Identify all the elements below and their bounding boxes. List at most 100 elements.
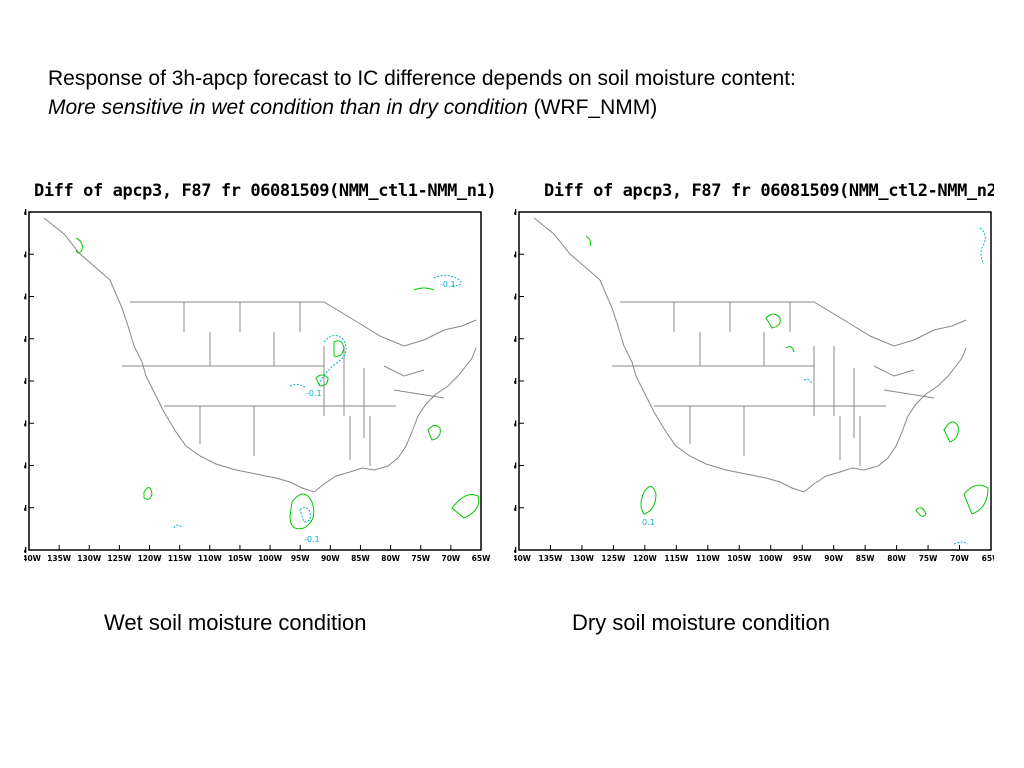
contour-layer: 0.1	[585, 227, 989, 545]
latitude-label: 50N	[24, 293, 27, 302]
latitude-label: 35N	[514, 419, 517, 428]
title-italic-text: More sensitive in wet condition than in …	[48, 96, 528, 119]
map-svg-wet: Diff of apcp3, F87 fr 06081509(NMM_ctl1-…	[24, 181, 497, 563]
latitude-label: 40N	[24, 377, 27, 386]
contour-positive	[427, 424, 441, 441]
latitude-label: 25N	[24, 504, 27, 513]
border-line	[130, 301, 477, 347]
border-line	[612, 365, 886, 456]
contour-positive	[413, 287, 435, 291]
longitude-label: 90W	[321, 554, 340, 563]
longitude-label: 95W	[291, 554, 310, 563]
latitude-label: 30N	[24, 462, 27, 471]
contour-negative	[803, 379, 813, 385]
contour-label: -0.1	[304, 535, 320, 544]
longitude-label: 115W	[168, 554, 193, 563]
contour-negative	[299, 506, 311, 523]
map-panel-wet: Diff of apcp3, F87 fr 06081509(NMM_ctl1-…	[24, 170, 504, 570]
longitude-label: 130W	[77, 554, 102, 563]
longitude-label: 135W	[47, 554, 72, 563]
contour-label: 0.1	[642, 518, 655, 527]
border-line	[183, 302, 325, 416]
map-svg-dry: Diff of apcp3, F87 fr 06081509(NMM_ctl2-…	[514, 181, 994, 563]
longitude-label: 85W	[351, 554, 370, 563]
longitude-label: 105W	[727, 554, 752, 563]
contour-negative	[433, 274, 462, 287]
border-line	[620, 301, 967, 347]
border-line	[673, 302, 815, 416]
title-line-1: Response of 3h-apcp forecast to IC diffe…	[48, 67, 796, 90]
longitude-label: 80W	[381, 554, 400, 563]
longitude-label: 105W	[228, 554, 253, 563]
map-frame	[518, 211, 992, 551]
slide-title: Response of 3h-apcp forecast to IC diffe…	[48, 64, 1008, 122]
contour-positive	[765, 313, 781, 329]
longitude-label: 65W	[982, 554, 994, 563]
contour-positive	[785, 346, 795, 353]
latitude-label: 60N	[514, 208, 517, 217]
longitude-label: 100W	[759, 554, 784, 563]
latitude-label: 40N	[514, 377, 517, 386]
contour-positive	[915, 507, 927, 517]
latitude-label: 55N	[24, 250, 27, 259]
state-borders	[43, 217, 477, 493]
longitude-label: 110W	[198, 554, 223, 563]
longitude-label: 130W	[570, 554, 595, 563]
border-line	[43, 217, 477, 493]
border-line	[343, 346, 445, 466]
map-title: Diff of apcp3, F87 fr 06081509(NMM_ctl2-…	[544, 181, 994, 201]
contour-negative	[953, 541, 969, 545]
contour-positive	[289, 493, 315, 530]
longitude-label: 120W	[138, 554, 163, 563]
border-line	[533, 217, 967, 493]
latitude-label: 50N	[514, 293, 517, 302]
title-suffix: (WRF_NMM)	[527, 96, 658, 119]
contour-positive	[333, 340, 345, 357]
longitude-label: 95W	[793, 554, 812, 563]
state-borders	[533, 217, 967, 493]
latitude-label: 35N	[24, 419, 27, 428]
latitude-label: 30N	[514, 462, 517, 471]
longitude-label: 90W	[824, 554, 843, 563]
contour-positive	[315, 374, 329, 387]
contour-label: -0.1	[306, 389, 322, 398]
longitude-label: 115W	[664, 554, 689, 563]
latitude-label: 55N	[514, 250, 517, 259]
caption-wet: Wet soil moisture condition	[104, 610, 367, 635]
contour-layer: -0.1 -0.1 -0.1	[75, 237, 480, 544]
contour-positive	[963, 484, 989, 515]
title-line-2: More sensitive in wet condition than in …	[48, 93, 1008, 122]
longitude-label: 110W	[696, 554, 721, 563]
latitude-label: 60N	[24, 208, 27, 217]
longitude-label: 100W	[258, 554, 283, 563]
contour-negative	[289, 383, 307, 389]
longitude-label: 70W	[442, 554, 461, 563]
contour-positive	[75, 237, 83, 254]
longitude-label: 75W	[919, 554, 938, 563]
contour-positive	[640, 486, 657, 515]
longitude-label: 135W	[538, 554, 563, 563]
latitude-label: 20N	[514, 546, 517, 555]
longitude-label: 125W	[601, 554, 626, 563]
contour-positive	[143, 487, 153, 500]
contour-negative	[173, 524, 183, 529]
longitude-label: 85W	[856, 554, 875, 563]
border-line	[833, 346, 935, 466]
map-panel-dry: Diff of apcp3, F87 fr 06081509(NMM_ctl2-…	[514, 170, 994, 570]
latitude-label: 45N	[24, 335, 27, 344]
contour-positive	[943, 421, 959, 443]
longitude-label: 70W	[950, 554, 969, 563]
longitude-label: 80W	[887, 554, 906, 563]
longitude-label: 120W	[633, 554, 658, 563]
contour-positive	[585, 235, 591, 247]
latitude-labels: 60N 55N 50N 45N 40N 35N 30N 25N 20N	[24, 208, 34, 555]
map-frame	[28, 211, 482, 551]
map-title: Diff of apcp3, F87 fr 06081509(NMM_ctl1-…	[34, 181, 496, 201]
longitude-label: 125W	[107, 554, 132, 563]
caption-dry: Dry soil moisture condition	[572, 610, 830, 635]
latitude-labels: 60N 55N 50N 45N 40N 35N 30N 25N 20N	[514, 208, 524, 555]
